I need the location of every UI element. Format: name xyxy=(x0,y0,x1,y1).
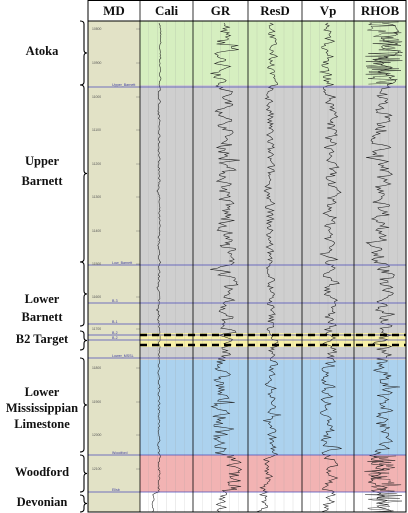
depth-label: 11400 xyxy=(92,229,101,233)
zone-label-upper-barnett: Upper xyxy=(25,154,59,168)
zone-label-lower-barnett: Barnett xyxy=(22,310,64,324)
formation-markers: Upper_Barnett Low_Barnett B-3 B-2B-2 B-1 Lowe… xyxy=(88,27,406,493)
depth-label: 12100 xyxy=(92,467,102,471)
trace-gr xyxy=(210,22,243,512)
zone-label-lower-mississippian-limestone: Limestone xyxy=(14,417,70,431)
zone-bracket-b2-target xyxy=(79,330,88,351)
column-header-cali: Cali xyxy=(155,3,179,18)
trace-vp xyxy=(319,22,342,512)
depth-label: 12000 xyxy=(92,433,102,437)
zone-bands xyxy=(88,21,406,512)
zone-bracket-devonian xyxy=(79,494,88,513)
marker-label-lower-mssl: Lower_MSSL xyxy=(112,354,134,358)
zone-label-devonian: Devonian xyxy=(17,495,68,509)
column-header-vp: Vp xyxy=(320,3,337,18)
marker-label-low-barnett: Low_Barnett xyxy=(112,261,132,265)
trace-cali xyxy=(151,22,162,512)
column-header-md: MD xyxy=(103,3,125,18)
marker-label-upper-barnett: Upper_Barnett xyxy=(112,83,135,87)
marker-label-ellsb: Ellsb xyxy=(112,488,120,492)
zone-label-woodford: Woodford xyxy=(15,465,69,479)
zone-band-7 xyxy=(140,455,406,492)
zone-band-2 xyxy=(140,85,406,265)
log-traces xyxy=(151,21,403,512)
zone-label-b2-target: B2 Target xyxy=(16,332,69,346)
zone-band-3 xyxy=(140,265,406,333)
column-header-gr: GR xyxy=(211,3,231,18)
zone-label-upper-barnett: Barnett xyxy=(22,174,64,188)
trace-rhob-dense-2 xyxy=(364,455,403,512)
depth-label: 11100 xyxy=(92,128,101,132)
column-header-rhob: RHOB xyxy=(361,3,400,18)
zone-band-6 xyxy=(140,360,406,455)
depth-label: 11900 xyxy=(92,400,101,404)
zone-labels: Atoka Upper Barnett Lower Barnett B2 Target Lo… xyxy=(6,20,88,513)
depth-label: 10800 xyxy=(92,27,102,31)
depth-label: 11600 xyxy=(92,295,101,299)
zone-bracket-lower-mississippian-limestone xyxy=(79,357,88,453)
trace-rhob xyxy=(365,22,401,512)
depth-label: 11700 xyxy=(92,327,101,331)
zone-bracket-upper-barnett xyxy=(79,84,88,263)
depth-label: 11000 xyxy=(92,95,101,99)
zone-label-lower-mississippian-limestone: Lower xyxy=(25,385,60,399)
marker-label-b-3: B-3 xyxy=(112,299,118,303)
column-header-resd: ResD xyxy=(260,3,290,18)
marker-label-b-2: B-2 xyxy=(112,331,118,335)
zone-label-lower-mississippian-limestone: Mississippian xyxy=(6,401,78,415)
column-headers: MD Cali GR ResD Vp RHOB xyxy=(103,3,399,18)
marker-label-b-2: B-2 xyxy=(112,336,118,340)
zone-bracket-woodford xyxy=(79,454,88,493)
md-track xyxy=(88,21,140,512)
depth-label: 11800 xyxy=(92,366,101,370)
zone-label-atoka: Atoka xyxy=(26,44,59,58)
trace-resd xyxy=(257,22,282,512)
zone-bracket-atoka xyxy=(79,20,88,86)
depth-label: 11200 xyxy=(92,162,101,166)
depth-label: 10900 xyxy=(92,61,102,65)
marker-label-woodford: Woodford xyxy=(112,451,128,455)
zone-bracket-lower-barnett xyxy=(79,261,88,327)
marker-label-b-1: B-1 xyxy=(112,320,118,324)
depth-label: 11300 xyxy=(92,195,101,199)
trace-rhob-dense-1 xyxy=(365,21,403,85)
zone-label-lower-barnett: Lower xyxy=(25,292,60,306)
depth-label: 11500 xyxy=(92,262,101,266)
outer-frame xyxy=(87,0,407,513)
zone-band-5 xyxy=(140,347,406,360)
track-frame xyxy=(87,0,407,513)
zone-band-8 xyxy=(140,492,406,512)
